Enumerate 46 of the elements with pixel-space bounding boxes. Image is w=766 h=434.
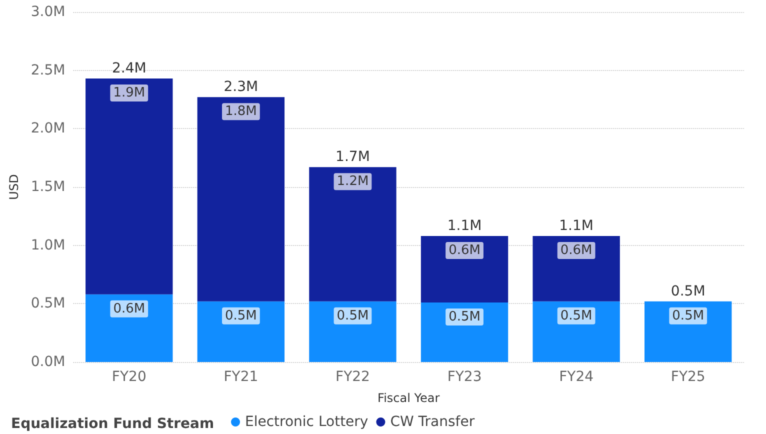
total-label: 0.5M	[670, 283, 706, 300]
y-tick-label: 2.0M	[30, 120, 66, 137]
x-tick-label: FY21	[224, 369, 258, 385]
bar	[86, 294, 173, 362]
x-tick-label: FY20	[112, 369, 146, 385]
data-label: 0.6M	[560, 243, 592, 258]
data-label: 0.5M	[336, 308, 369, 324]
y-tick-label: 0.5M	[30, 296, 66, 312]
bar	[644, 301, 732, 362]
data-label: 0.6M	[448, 243, 480, 258]
x-axis-title: Fiscal Year	[378, 391, 440, 405]
y-tick-label: 3.0M	[30, 4, 66, 20]
x-tick-label: FY24	[559, 369, 594, 385]
x-tick-label: FY23	[447, 369, 482, 385]
x-tick-label: FY22	[336, 369, 370, 385]
bar	[309, 301, 396, 362]
legend-label: Electronic Lottery	[245, 414, 368, 430]
data-label: 0.5M	[448, 310, 480, 324]
total-label: 1.1M	[447, 218, 482, 234]
total-label: 2.3M	[224, 79, 258, 96]
x-tick-label: FY25	[670, 369, 706, 385]
data-label: 1.8M	[224, 104, 257, 120]
y-tick-label: 2.5M	[30, 62, 66, 78]
data-label: 0.5M	[560, 308, 592, 324]
total-label: 2.4M	[112, 60, 146, 76]
data-label: 0.6M	[113, 301, 146, 316]
data-label: 1.2M	[336, 174, 369, 190]
bar	[309, 167, 396, 302]
legend-title: Equalization Fund Stream	[11, 416, 214, 432]
total-label: 1.1M	[559, 218, 594, 234]
y-tick-label: 1.5M	[30, 179, 66, 195]
bar	[532, 236, 620, 302]
bar	[197, 97, 285, 302]
y-tick-label: 0.0M	[30, 354, 66, 370]
data-label: 0.5M	[224, 308, 257, 324]
y-tick-label: 1.0M	[30, 237, 66, 254]
y-axis-title: USD	[7, 174, 21, 200]
bar	[420, 302, 508, 362]
data-label: 0.5M	[672, 308, 704, 324]
bar	[420, 236, 508, 302]
total-label: 1.7M	[336, 149, 370, 166]
bar	[197, 301, 285, 362]
bar	[86, 78, 173, 294]
bar	[532, 301, 620, 362]
data-label: 1.9M	[113, 86, 146, 100]
legend-label: CW Transfer	[390, 414, 475, 430]
